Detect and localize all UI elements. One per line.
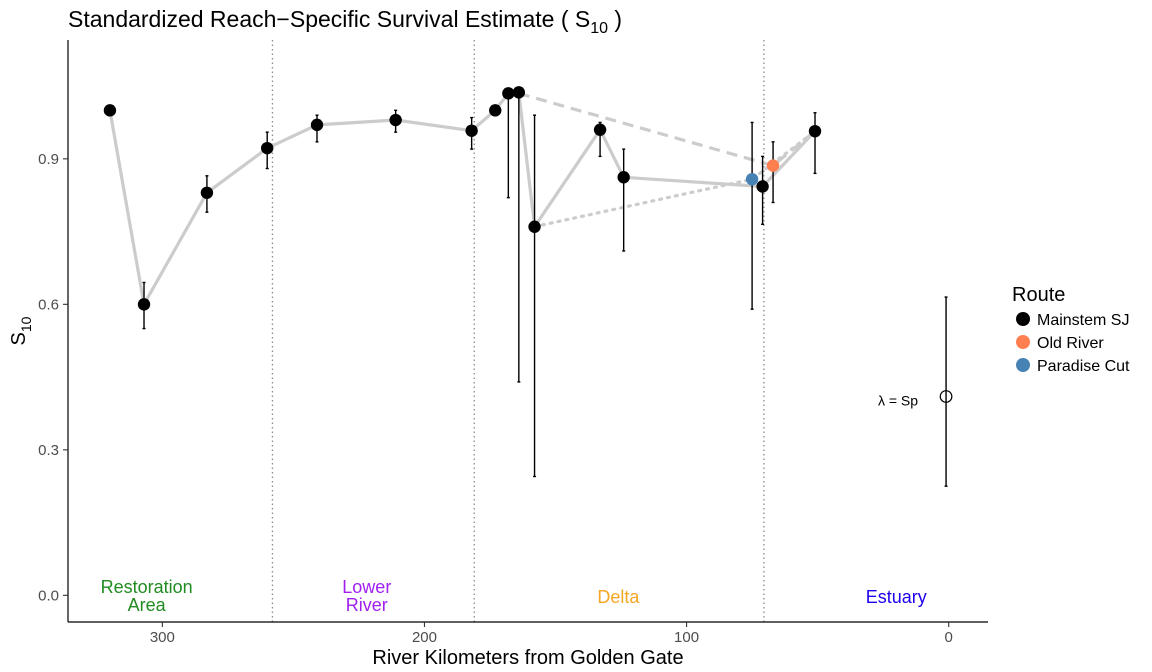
axes <box>67 40 988 623</box>
mainstem-sj-point <box>502 87 515 100</box>
mainstem-sj-point <box>389 113 402 127</box>
y-tick-label: 0.9 <box>38 151 59 168</box>
paradise-cut-point <box>745 172 759 186</box>
x-ticks: 300 200 100 0 <box>150 622 953 646</box>
legend-label-old-river: Old River <box>1037 335 1104 352</box>
mainstem-connector <box>517 92 817 229</box>
mainstem-sj-point <box>756 180 769 193</box>
estuary-estimate-point <box>939 390 953 403</box>
mainstem-sj-point <box>528 220 541 233</box>
mainstem-sj-point <box>465 124 478 137</box>
y-tick-label: 0.0 <box>38 587 59 604</box>
mainstem-sj-point <box>617 171 630 184</box>
mainstem-sj-point <box>137 298 151 311</box>
region-label: Estuary <box>866 587 927 607</box>
legend-title: Route <box>1012 284 1065 306</box>
x-tick-label: 300 <box>150 629 175 646</box>
chart-title-subscript: 10 <box>590 20 608 37</box>
x-axis-title: River Kilometers from Golden Gate <box>372 647 683 669</box>
data-points: λ = Sp <box>103 86 953 408</box>
region-label: River <box>346 595 388 615</box>
y-axis-title-subscript: 10 <box>18 316 34 332</box>
region-label: Lower <box>342 577 391 597</box>
mainstem-sj-point <box>512 86 526 99</box>
region-label: Delta <box>597 587 640 607</box>
mainstem-sj-point <box>103 104 117 117</box>
mainstem-sj-point <box>808 124 822 138</box>
route-connectors <box>108 91 817 306</box>
mainstem-sj-point <box>489 104 502 117</box>
x-tick-label: 100 <box>674 629 699 646</box>
mainstem-sj-point <box>593 123 607 136</box>
legend-label-mainstem-sj: Mainstem SJ <box>1037 312 1129 329</box>
mainstem-sj-point <box>310 118 324 132</box>
chart-title-end: ) <box>608 6 622 32</box>
y-axis-title-main: S <box>8 332 30 345</box>
legend: Route Mainstem SJ Old River Paradise Cut <box>1012 284 1130 375</box>
lambda-annotation: λ = Sp <box>878 392 918 408</box>
region-label: Area <box>128 595 167 615</box>
old-river-point <box>766 159 780 172</box>
region-label: Restoration <box>101 577 193 597</box>
legend-label-paradise-cut: Paradise Cut <box>1037 358 1130 375</box>
x-tick-label: 200 <box>412 629 437 646</box>
old-river-connector <box>518 91 817 168</box>
chart-title: Standardized Reach−Specific Survival Est… <box>68 6 622 37</box>
y-ticks: 0.0 0.3 0.6 0.9 <box>38 151 68 604</box>
y-axis-title: S10 <box>8 316 34 345</box>
y-tick-label: 0.6 <box>38 296 59 313</box>
chart-title-main: Standardized Reach−Specific Survival Est… <box>68 6 590 32</box>
y-tick-label: 0.3 <box>38 442 59 459</box>
x-tick-label: 0 <box>945 629 953 646</box>
mainstem-connector <box>108 92 510 306</box>
legend-swatch-paradise-cut <box>1016 358 1030 372</box>
legend-swatch-mainstem-sj <box>1016 312 1030 326</box>
mainstem-sj-point <box>200 186 214 199</box>
legend-swatch-old-river <box>1016 335 1030 349</box>
mainstem-sj-point <box>261 141 274 155</box>
